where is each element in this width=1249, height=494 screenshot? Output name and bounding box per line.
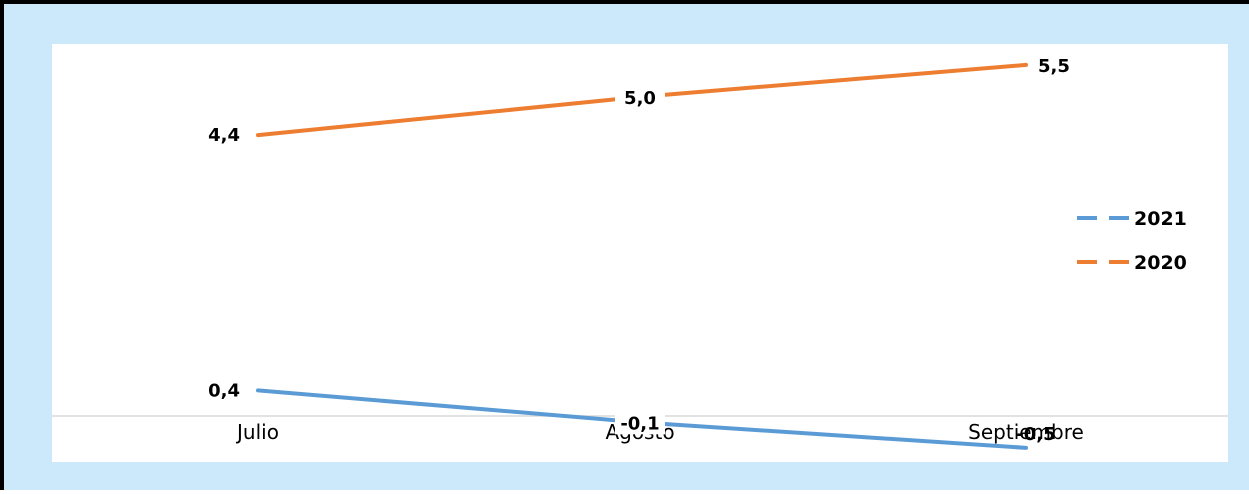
data-label-2021-0: 0,4	[208, 380, 240, 401]
line-chart: JulioAgostoSeptiembre0,4-0,1-0,54,45,05,…	[4, 4, 1249, 494]
x-tick-label-julio: Julio	[235, 420, 279, 444]
data-label-2020-0: 4,4	[208, 125, 240, 146]
legend-label-2021: 2021	[1134, 208, 1187, 230]
legend-label-2020: 2020	[1134, 252, 1187, 274]
data-label-2021-2: -0,5	[1016, 424, 1055, 445]
data-label-2020-1: 5,0	[624, 88, 656, 109]
data-label-2020-2: 5,5	[1038, 56, 1070, 77]
data-label-2021-1: -0,1	[620, 413, 659, 434]
